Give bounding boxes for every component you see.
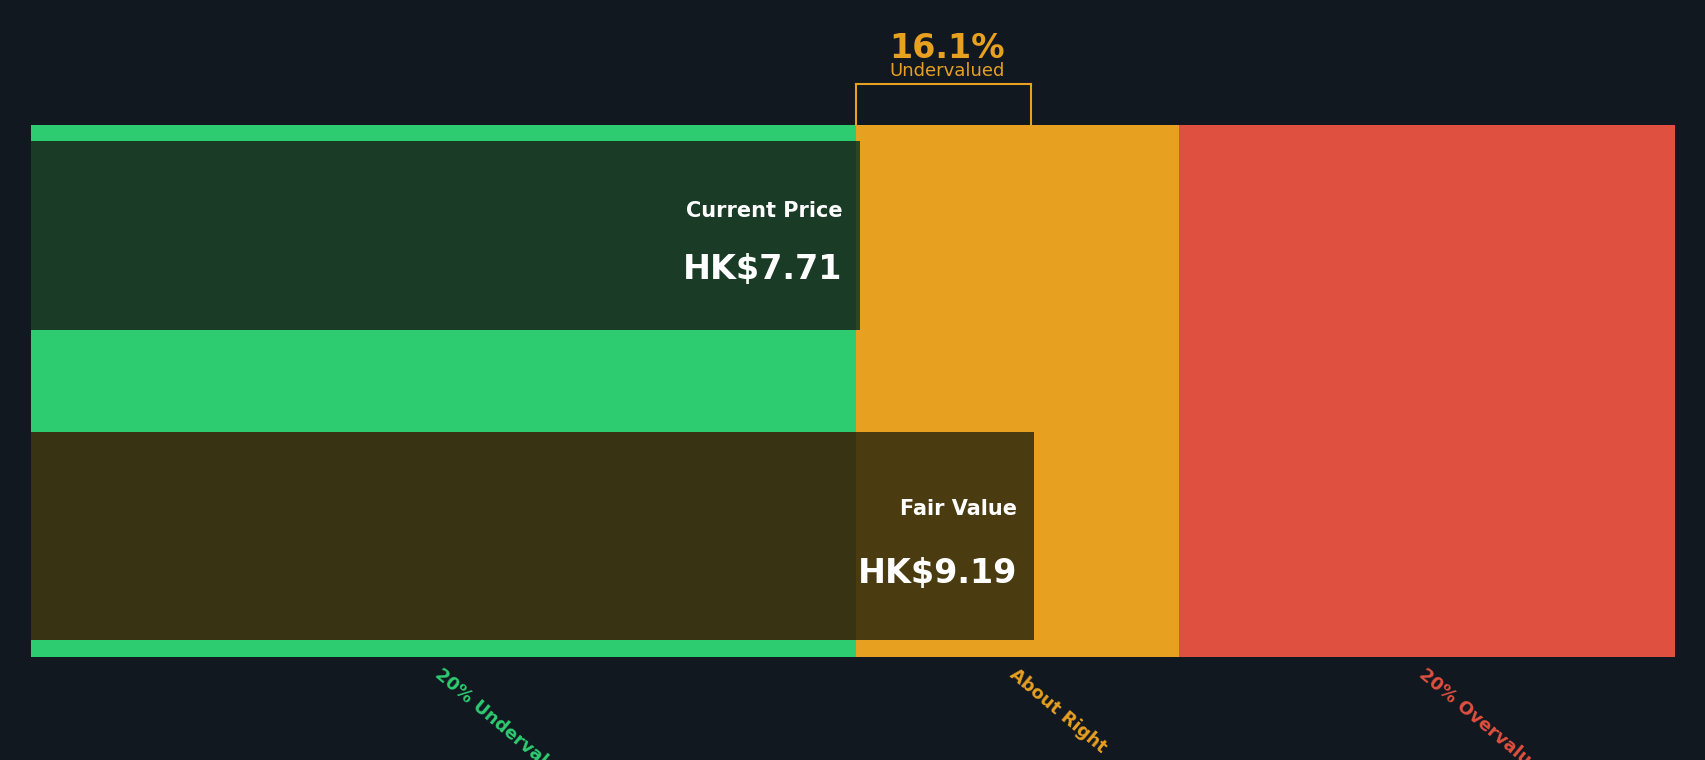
Text: HK$7.71: HK$7.71 — [684, 253, 842, 286]
Bar — [856, 125, 1178, 141]
Text: Undervalued: Undervalued — [888, 62, 1004, 80]
Bar — [1178, 330, 1674, 346]
Bar — [1178, 125, 1674, 657]
Text: HK$9.19: HK$9.19 — [858, 557, 1016, 590]
Bar — [31, 640, 856, 657]
Text: Fair Value: Fair Value — [900, 499, 1016, 519]
Bar — [31, 432, 1033, 640]
Bar — [1178, 141, 1674, 330]
Bar — [856, 640, 1178, 657]
Bar — [31, 141, 856, 330]
Bar — [856, 330, 1178, 346]
Text: 20% Undervalued: 20% Undervalued — [431, 665, 580, 760]
Bar — [1178, 125, 1674, 141]
Bar — [31, 414, 856, 432]
Bar — [856, 141, 1178, 330]
Text: Current Price: Current Price — [685, 201, 842, 221]
Text: 16.1%: 16.1% — [888, 32, 1004, 65]
Bar — [1178, 432, 1674, 640]
Bar — [856, 125, 1178, 657]
Text: 20% Overvalued: 20% Overvalued — [1415, 665, 1553, 760]
Text: About Right: About Right — [1006, 665, 1110, 756]
Bar — [31, 125, 856, 141]
Bar — [31, 432, 856, 640]
Bar — [856, 414, 1178, 432]
Bar — [1178, 414, 1674, 432]
Bar — [1178, 640, 1674, 657]
Bar — [31, 141, 859, 330]
Bar — [856, 432, 1178, 640]
Bar — [31, 330, 856, 346]
Bar — [31, 125, 856, 657]
